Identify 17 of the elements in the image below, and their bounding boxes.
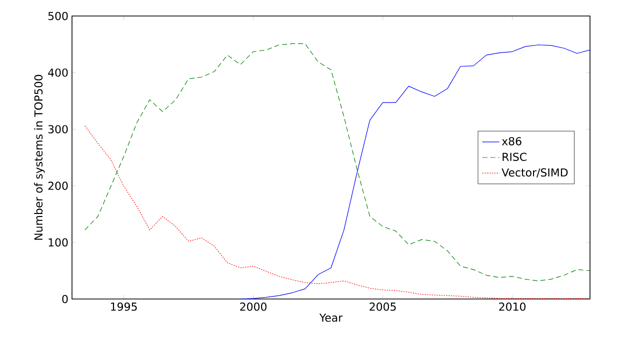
y-tick-label: 400 — [48, 68, 68, 77]
x-tick-label: 2000 — [240, 302, 266, 311]
line-series — [240, 44, 590, 299]
x-tick-label: 2010 — [499, 302, 526, 311]
line-series — [84, 43, 590, 282]
legend-label: Vector/SIMD — [502, 168, 568, 178]
legend-label: x86 — [502, 137, 522, 146]
y-tick-label: 200 — [48, 182, 68, 190]
x-axis-title: Year — [319, 314, 343, 322]
y-axis-title: Number of systems in TOP500 — [34, 74, 45, 240]
y-tick-label: 0 — [62, 294, 68, 304]
y-tick-label: 100 — [48, 238, 68, 247]
y-tick-label: 500 — [48, 12, 68, 20]
x-tick-label: 1995 — [111, 302, 137, 311]
legend-label: RISC — [502, 152, 526, 161]
y-tick-label: 300 — [48, 125, 68, 134]
x-tick-label: 2005 — [370, 302, 396, 311]
